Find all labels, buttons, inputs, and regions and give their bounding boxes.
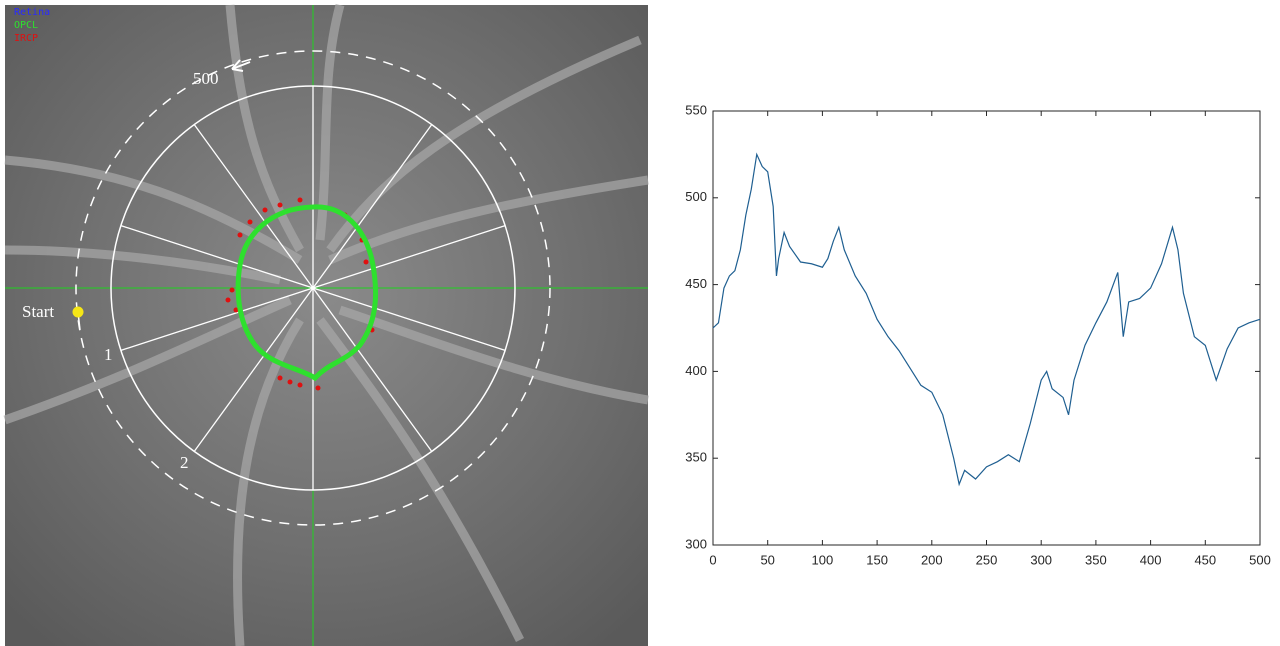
arc-end-label: 500	[193, 69, 219, 88]
sector-label: 1	[104, 345, 113, 364]
x-tick-label: 300	[1030, 552, 1052, 567]
line-chart: 0 50 100 150 200 250 300 350 400 450 500 300 350 400 4…	[685, 102, 1271, 567]
x-tick-label: 450	[1194, 552, 1216, 567]
y-tick-label: 500	[685, 189, 707, 204]
y-tick-label: 550	[685, 102, 707, 117]
x-tick-label: 350	[1085, 552, 1107, 567]
sector-label: 2	[180, 453, 189, 472]
y-tick-label: 400	[685, 363, 707, 378]
y-tick-label: 350	[685, 450, 707, 465]
legend-retina: Retina	[14, 7, 50, 18]
x-tick-label: 250	[976, 552, 998, 567]
start-point	[73, 307, 84, 318]
y-tick-label: 450	[685, 276, 707, 291]
oct-image: Retina OPCL IRCP 500 Start 1 2	[5, 5, 648, 646]
start-label: Start	[22, 302, 54, 321]
x-tick-label: 100	[812, 552, 834, 567]
x-tick-label: 0	[709, 552, 716, 567]
x-tick-label: 400	[1140, 552, 1162, 567]
x-tick-label: 150	[866, 552, 888, 567]
plot-frame	[713, 111, 1260, 545]
legend-opcl: OPCL	[14, 20, 38, 31]
x-tick-label: 50	[760, 552, 774, 567]
x-tick-label: 200	[921, 552, 943, 567]
figure: Retina OPCL IRCP 500 Start 1 2 050100150…	[0, 0, 1280, 646]
y-tick-label: 300	[685, 536, 707, 551]
x-tick-label: 500	[1249, 552, 1271, 567]
legend-ircp: IRCP	[14, 33, 38, 44]
